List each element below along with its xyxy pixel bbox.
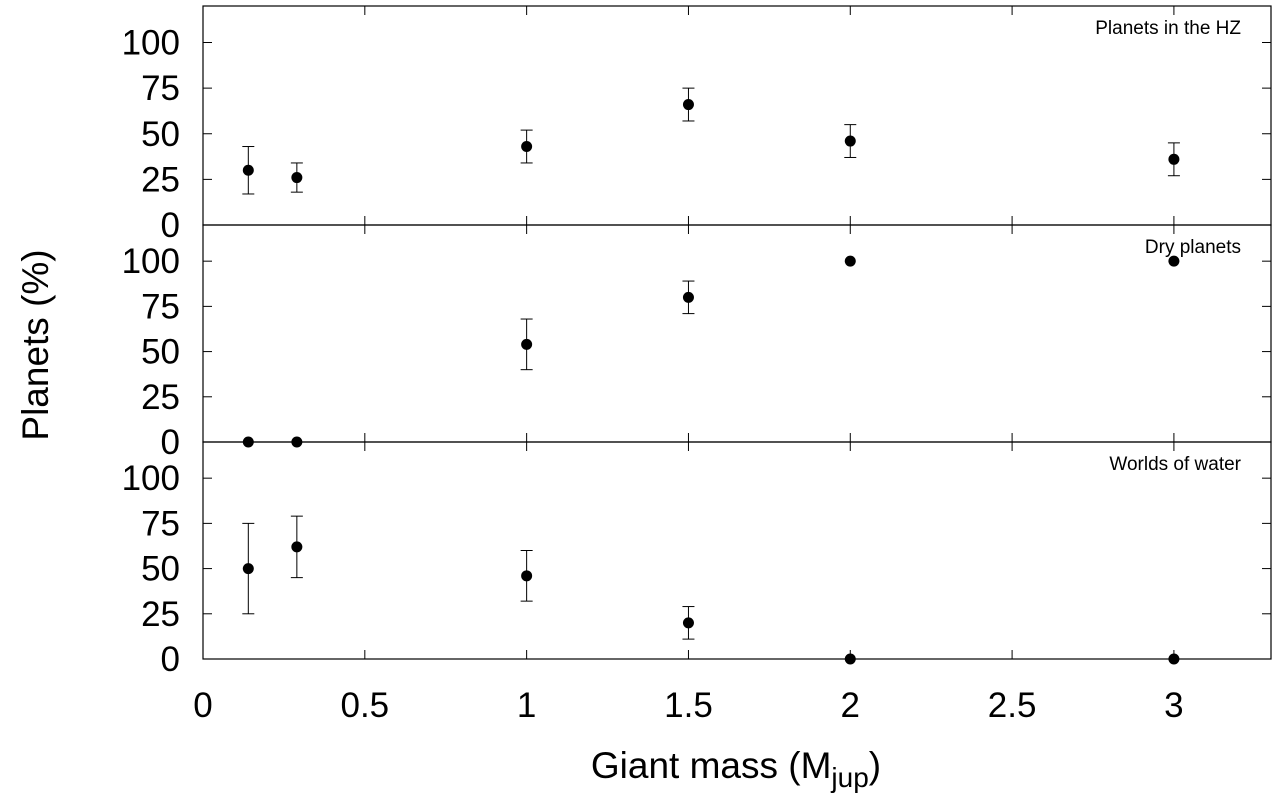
y-tick-label: 50 (141, 115, 180, 154)
y-tick-label: 75 (141, 504, 180, 543)
data-point (1168, 653, 1180, 665)
y-tick-label: 75 (141, 287, 180, 326)
x-tick-label: 3 (1164, 686, 1183, 725)
x-tick-label: 2.5 (988, 686, 1037, 725)
x-tick-label: 1 (517, 686, 536, 725)
x-axis-label-main: Giant mass (M (591, 745, 832, 786)
data-point (242, 563, 254, 575)
data-point (291, 436, 303, 448)
y-axis-label: Planets (%) (15, 249, 56, 440)
y-tick-label: 25 (141, 378, 180, 417)
data-point (682, 617, 694, 629)
y-tick-label: 75 (141, 69, 180, 108)
panel-frames (202, 5, 1272, 660)
x-axis-label: Giant mass (Mjup) (591, 745, 881, 793)
data-point (844, 255, 856, 267)
data-point (291, 541, 303, 553)
data-point (682, 291, 694, 303)
panel-title: Planets in the HZ (1095, 18, 1241, 39)
x-tick-label: 0.5 (340, 686, 389, 725)
y-tick-label: 100 (122, 24, 180, 63)
y-tick-label: 100 (122, 242, 180, 281)
y-tick-label: 25 (141, 595, 180, 634)
panel-frame (202, 224, 1272, 443)
y-tick-label: 0 (161, 640, 180, 679)
y-tick-label: 0 (161, 206, 180, 245)
y-tick-label: 25 (141, 160, 180, 199)
data-point (521, 338, 533, 350)
panel-title: Dry planets (1145, 237, 1241, 258)
data-point (242, 436, 254, 448)
panel-frame (202, 441, 1272, 660)
data-point (521, 141, 533, 153)
x-axis-label-subscript: jup (830, 762, 868, 793)
data-point (242, 164, 254, 176)
data-point (291, 172, 303, 184)
data-point (682, 99, 694, 111)
data-point (844, 135, 856, 147)
panel-title: Worlds of water (1109, 454, 1241, 475)
x-axis-label-close: ) (869, 745, 881, 786)
x-tick-label: 0 (193, 686, 212, 725)
data-point (1168, 255, 1180, 267)
data-point (1168, 153, 1180, 165)
x-tick-label: 2 (841, 686, 860, 725)
ticks (202, 6, 1271, 660)
data-marks (242, 87, 1180, 665)
y-tick-label: 50 (141, 550, 180, 589)
y-tick-label: 0 (161, 423, 180, 462)
y-tick-label: 50 (141, 333, 180, 372)
data-point (521, 570, 533, 582)
x-tick-label: 1.5 (664, 686, 713, 725)
data-point (844, 653, 856, 665)
y-tick-label: 100 (122, 459, 180, 498)
